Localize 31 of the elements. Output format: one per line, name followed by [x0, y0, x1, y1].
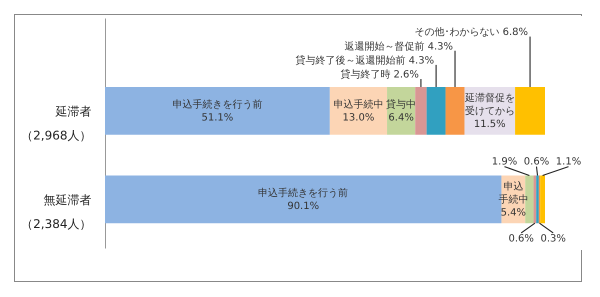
bar: [105, 87, 330, 135]
bar: [540, 175, 545, 224]
annotation: 申込手続きを行う前: [172, 98, 262, 110]
y-tick-label: 延滞者（2,968人）: [21, 104, 92, 142]
data-label: 0.6%: [508, 233, 534, 244]
text: 貸与終了時 2.6%: [340, 70, 419, 81]
bar: [534, 175, 536, 224]
data-label: 1.9%: [492, 156, 518, 168]
data-label: 11.5%: [474, 118, 506, 130]
data-label: 51.1%: [202, 112, 234, 124]
bar: [426, 87, 446, 135]
data-label: 6.4%: [388, 112, 414, 124]
text: その他･わからない 6.8%: [414, 27, 528, 38]
series-label: 延滞督促を受けてから: [464, 92, 515, 117]
bar: [446, 87, 464, 135]
bar: [415, 87, 427, 135]
series-label: 貸与中: [386, 98, 416, 110]
series-label: 申込手続きを行う前: [258, 186, 348, 199]
text: 返還開始～督促前 4.3%: [344, 41, 454, 52]
data-label: 5.4%: [500, 207, 526, 218]
bar: [536, 175, 539, 224]
annotation: 申込手続中: [498, 180, 528, 206]
text: 貸与終了後～返還開始前 4.3%: [296, 55, 434, 66]
y-tick-label: 無延滞者（2,384人）: [21, 192, 92, 231]
data-label: 90.1%: [287, 200, 320, 212]
data-label: 1.1%: [556, 156, 582, 168]
data-label: 13.0%: [342, 112, 374, 124]
data-label: 0.3%: [540, 233, 566, 244]
bar: [515, 87, 545, 135]
data-label: 0.6%: [524, 156, 550, 168]
series-label: 申込手続中: [333, 98, 384, 110]
